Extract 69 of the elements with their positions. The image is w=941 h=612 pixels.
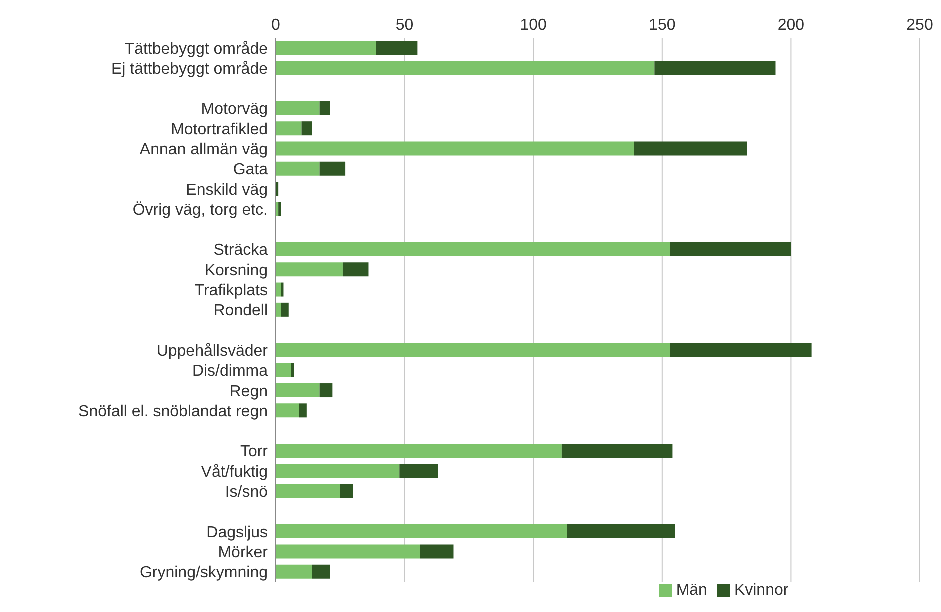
- x-tick-label: 250: [906, 17, 934, 34]
- bar: [312, 564, 330, 579]
- bar: [276, 101, 320, 116]
- bar: [302, 122, 312, 136]
- bar: [278, 202, 282, 216]
- bar: [276, 524, 568, 539]
- y-tick-label: Korsning: [204, 262, 268, 280]
- bar: [276, 61, 655, 76]
- bar: [276, 404, 300, 418]
- y-tick-label: Ej tättbebyggt område: [111, 60, 268, 78]
- bar: [670, 242, 792, 256]
- bar: [276, 343, 670, 358]
- y-tick-label: Dagsljus: [206, 524, 268, 542]
- y-tick-label: Mörker: [218, 544, 269, 562]
- bar: [562, 444, 673, 458]
- y-tick-label: Rondell: [214, 302, 268, 320]
- x-tick-label: 100: [520, 17, 548, 34]
- bar: [342, 262, 369, 277]
- bar: [420, 544, 454, 559]
- x-tick-label: 200: [778, 17, 805, 34]
- y-tick-label: Motorväg: [201, 101, 268, 118]
- bar: [276, 262, 343, 277]
- x-tick-label: 150: [649, 17, 676, 34]
- y-tick-label: Gata: [233, 162, 268, 179]
- bar: [276, 544, 420, 559]
- bar: [567, 524, 676, 539]
- bar: [276, 142, 634, 156]
- y-tick-label: Sträcka: [214, 242, 268, 260]
- bar: [291, 363, 294, 378]
- bar: [320, 101, 330, 116]
- y-tick-label: Våt/fuktig: [201, 464, 268, 481]
- bar: [276, 363, 292, 378]
- x-tick-label: 0: [272, 17, 281, 34]
- y-tick-label: Motortrafikled: [171, 121, 268, 138]
- y-tick-label: Is/snö: [225, 484, 268, 502]
- bar: [281, 302, 289, 317]
- bar: [634, 142, 748, 156]
- x-tick-label: 50: [396, 17, 414, 34]
- bar: [320, 384, 333, 398]
- y-tick-label: Övrig väg, torg etc.: [132, 200, 268, 219]
- bar: [340, 484, 354, 498]
- y-tick-label: Regn: [230, 383, 268, 400]
- bar: [276, 242, 670, 256]
- bar: [276, 484, 340, 498]
- y-tick-label: Gryning/skymning: [140, 564, 268, 582]
- y-tick-label: Snöfall el. snöblandat regn: [78, 403, 268, 420]
- bar: [299, 404, 307, 418]
- bar: [376, 41, 418, 55]
- bar: [276, 162, 320, 176]
- bar: [276, 464, 400, 478]
- y-tick-label: Enskild väg: [186, 182, 268, 199]
- bar: [670, 343, 812, 358]
- y-tick-label: Trafikplats: [194, 282, 268, 300]
- bar: [276, 41, 376, 55]
- bar: [281, 282, 284, 297]
- y-tick-label: Uppehållsväder: [156, 342, 269, 360]
- bar: [276, 384, 320, 398]
- bar: [654, 61, 776, 76]
- y-tick-label: Torr: [240, 444, 269, 461]
- y-tick-label: Annan allmän väg: [140, 141, 268, 158]
- y-tick-label: Dis/dimma: [192, 363, 268, 380]
- bar: [276, 444, 562, 458]
- bar: [320, 162, 346, 176]
- bar: [276, 564, 312, 579]
- bar: [276, 122, 302, 136]
- y-tick-label: Tättbebyggt område: [124, 40, 268, 58]
- legend-label: Män: [676, 582, 708, 599]
- legend-label: Kvinnor: [734, 582, 789, 599]
- bar: [400, 464, 438, 478]
